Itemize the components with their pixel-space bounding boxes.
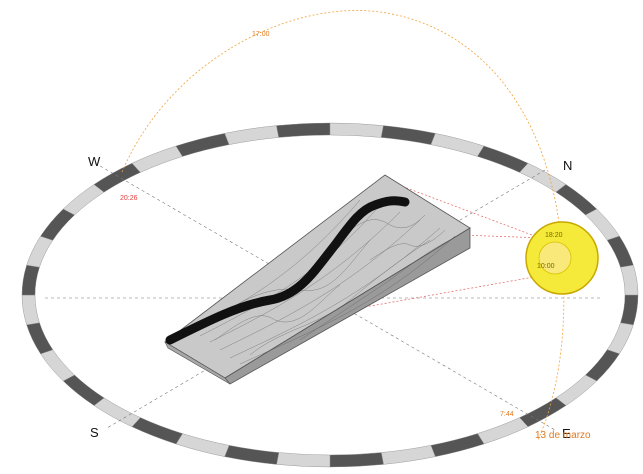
compass-ring-segment (585, 349, 620, 382)
compass-ring-segment (93, 397, 141, 428)
compass-ring-segment (380, 125, 436, 145)
sun (525, 221, 599, 295)
compass-ring-segment (477, 417, 529, 445)
sun-time-lower-label: 10:00 (537, 263, 555, 270)
compass-ring-segment (606, 322, 634, 355)
compass-ring-segment (62, 374, 105, 406)
date-label: 13 de marzo (535, 430, 591, 441)
compass-ring-segment (606, 235, 634, 268)
compass-ring-segment (40, 208, 75, 241)
sunset-time-label: 20:26 (120, 195, 138, 202)
sun-disc-inner (538, 241, 572, 275)
compass-ring-segment (62, 184, 105, 216)
compass-label-south: S (90, 425, 99, 440)
compass-ring-segment (519, 162, 567, 193)
compass-label-north: N (563, 158, 572, 173)
compass-ring-segment (93, 162, 141, 193)
compass-ring-segment (175, 433, 230, 457)
compass-ring-segment (276, 452, 331, 468)
sun-time-upper-label: 18:20 (545, 232, 563, 239)
compass-label-east: E (562, 426, 571, 441)
compass-ring-segment (131, 145, 183, 173)
compass-ring-segment (21, 264, 40, 296)
compass-ring-segment (620, 294, 639, 326)
terrain-model (164, 174, 471, 385)
compass-ring-segment (224, 125, 280, 145)
noon-time-label: 17:00 (252, 31, 270, 38)
compass-ring-segment (40, 349, 75, 382)
terrain-top (164, 174, 471, 379)
compass-ring-segment (175, 133, 230, 157)
contour-lines (189, 199, 456, 365)
compass-ring-segment (224, 445, 280, 465)
compass-ring-segment (430, 433, 485, 457)
compass-ring-segment (555, 184, 598, 216)
compass-ring-segment (26, 322, 54, 355)
compass-ring-segment (477, 145, 529, 173)
compass-ring-segment (131, 417, 183, 445)
sunrise-time-label: 7:44 (500, 411, 514, 418)
compass-ring-segment (329, 452, 384, 468)
sun-rays (167, 177, 546, 343)
sun-path (121, 10, 565, 441)
compass-ring-segment (276, 122, 331, 138)
terrain-left-side (164, 341, 231, 385)
compass-ring-segment (430, 133, 485, 157)
compass-ring-segment (329, 122, 384, 138)
compass-ring-segment (21, 294, 40, 326)
compass-ring-segment (620, 264, 639, 296)
compass-ring-segment (555, 374, 598, 406)
compass-ring (21, 122, 639, 468)
sun-path-arc (121, 10, 565, 441)
compass-ring-segment (26, 235, 54, 268)
compass-ring-segment (519, 397, 567, 428)
road (165, 196, 410, 345)
compass-label-west: W (88, 154, 101, 169)
compass-ring-segment (380, 445, 436, 465)
